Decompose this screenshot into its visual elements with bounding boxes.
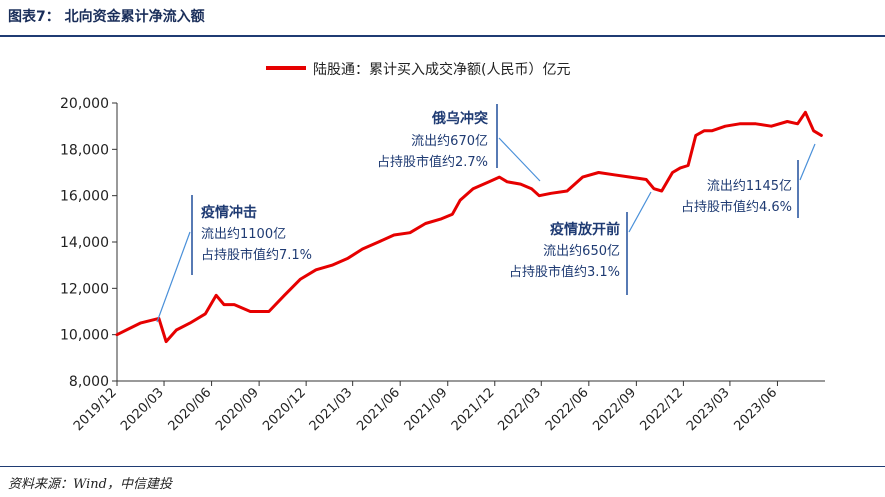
y-tick-label: 20,000 xyxy=(60,96,109,112)
x-tick-label: 2019/12 xyxy=(71,385,120,434)
series-layer xyxy=(115,110,823,344)
annotation-1-title: 疫情冲击 xyxy=(201,204,257,221)
y-axis: 8,000 10,000 12,000 14,000 16,000 18,000 20,00… xyxy=(60,96,118,390)
annotation-3-pointer xyxy=(628,191,652,233)
x-tick-label: 2020/09 xyxy=(213,385,262,434)
annotation-1-line2: 占持股市值约7.1% xyxy=(201,247,312,263)
x-tick-label: 2022/06 xyxy=(543,385,592,434)
x-tick-label: 2021/03 xyxy=(307,385,356,434)
annotation-2-line1: 流出约670亿 xyxy=(411,134,488,149)
annotation-2-line2: 占持股市值约2.7% xyxy=(377,154,488,170)
x-tick-label: 2021/12 xyxy=(449,385,498,434)
y-tick-label: 18,000 xyxy=(60,142,109,158)
annotation-4-line2: 占持股市值约4.6% xyxy=(681,199,792,215)
x-axis: 2019/122020/032020/062020/092020/122021/… xyxy=(71,380,825,434)
annotation-4-pointer xyxy=(799,143,816,181)
x-tick-label: 2020/12 xyxy=(260,385,309,434)
y-tick-label: 14,000 xyxy=(60,235,109,251)
x-tick-label: 2020/03 xyxy=(118,385,167,434)
x-tick-label: 2022/12 xyxy=(637,385,686,434)
x-tick-label: 2023/03 xyxy=(684,385,733,434)
x-tick-label: 2022/09 xyxy=(590,385,639,434)
y-tick-label: 10,000 xyxy=(60,328,109,344)
annotations: 疫情冲击 流出约1100亿 占持股市值约7.1% 俄乌冲突 流出约670亿 占持… xyxy=(156,104,816,323)
source-note: 资料来源：Wind，中信建投 xyxy=(8,477,172,492)
x-tick-label: 2021/09 xyxy=(402,385,451,434)
annotation-1-line1: 流出约1100亿 xyxy=(201,227,286,242)
x-tick-label: 2023/06 xyxy=(731,385,780,434)
y-tick-label: 8,000 xyxy=(69,374,109,390)
annotation-2-title: 俄乌冲突 xyxy=(431,110,488,127)
annotation-3-title: 疫情放开前 xyxy=(550,221,620,238)
annotation-3-line1: 流出约650亿 xyxy=(543,244,620,259)
x-tick-label: 2021/06 xyxy=(354,385,403,434)
legend-label: 陆股通：累计买入成交净额(人民币）亿元 xyxy=(313,61,570,78)
annotation-2-pointer xyxy=(498,137,541,182)
y-tick-label: 12,000 xyxy=(60,281,109,297)
annotation-1-pointer xyxy=(156,231,191,323)
figure-title: 图表7： 北向资金累计净流入额 xyxy=(8,9,205,25)
bottom-divider xyxy=(0,466,885,467)
legend: 陆股通：累计买入成交净额(人民币）亿元 xyxy=(266,61,570,78)
series-line-1 xyxy=(115,110,823,344)
x-tick-label: 2020/06 xyxy=(166,385,215,434)
top-divider xyxy=(0,35,885,37)
annotation-3-line2: 占持股市值约3.1% xyxy=(509,264,620,280)
y-tick-label: 16,000 xyxy=(60,189,109,205)
annotation-4-line1: 流出约1145亿 xyxy=(707,179,792,194)
x-tick-label: 2022/03 xyxy=(495,385,544,434)
